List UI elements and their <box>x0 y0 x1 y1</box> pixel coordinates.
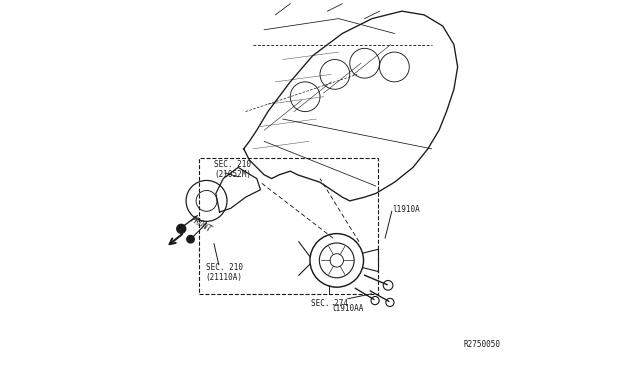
Text: SEC. 210
(21110A): SEC. 210 (21110A) <box>206 263 243 282</box>
Text: l1910AA: l1910AA <box>332 304 364 313</box>
Text: l1910A: l1910A <box>392 205 420 214</box>
Text: FRONT: FRONT <box>189 215 214 235</box>
Text: SEC. 274: SEC. 274 <box>311 299 348 308</box>
Text: R2750050: R2750050 <box>463 340 500 349</box>
Text: SEC. 210
(21052M): SEC. 210 (21052M) <box>214 160 251 179</box>
Circle shape <box>177 224 186 233</box>
Circle shape <box>187 235 195 243</box>
